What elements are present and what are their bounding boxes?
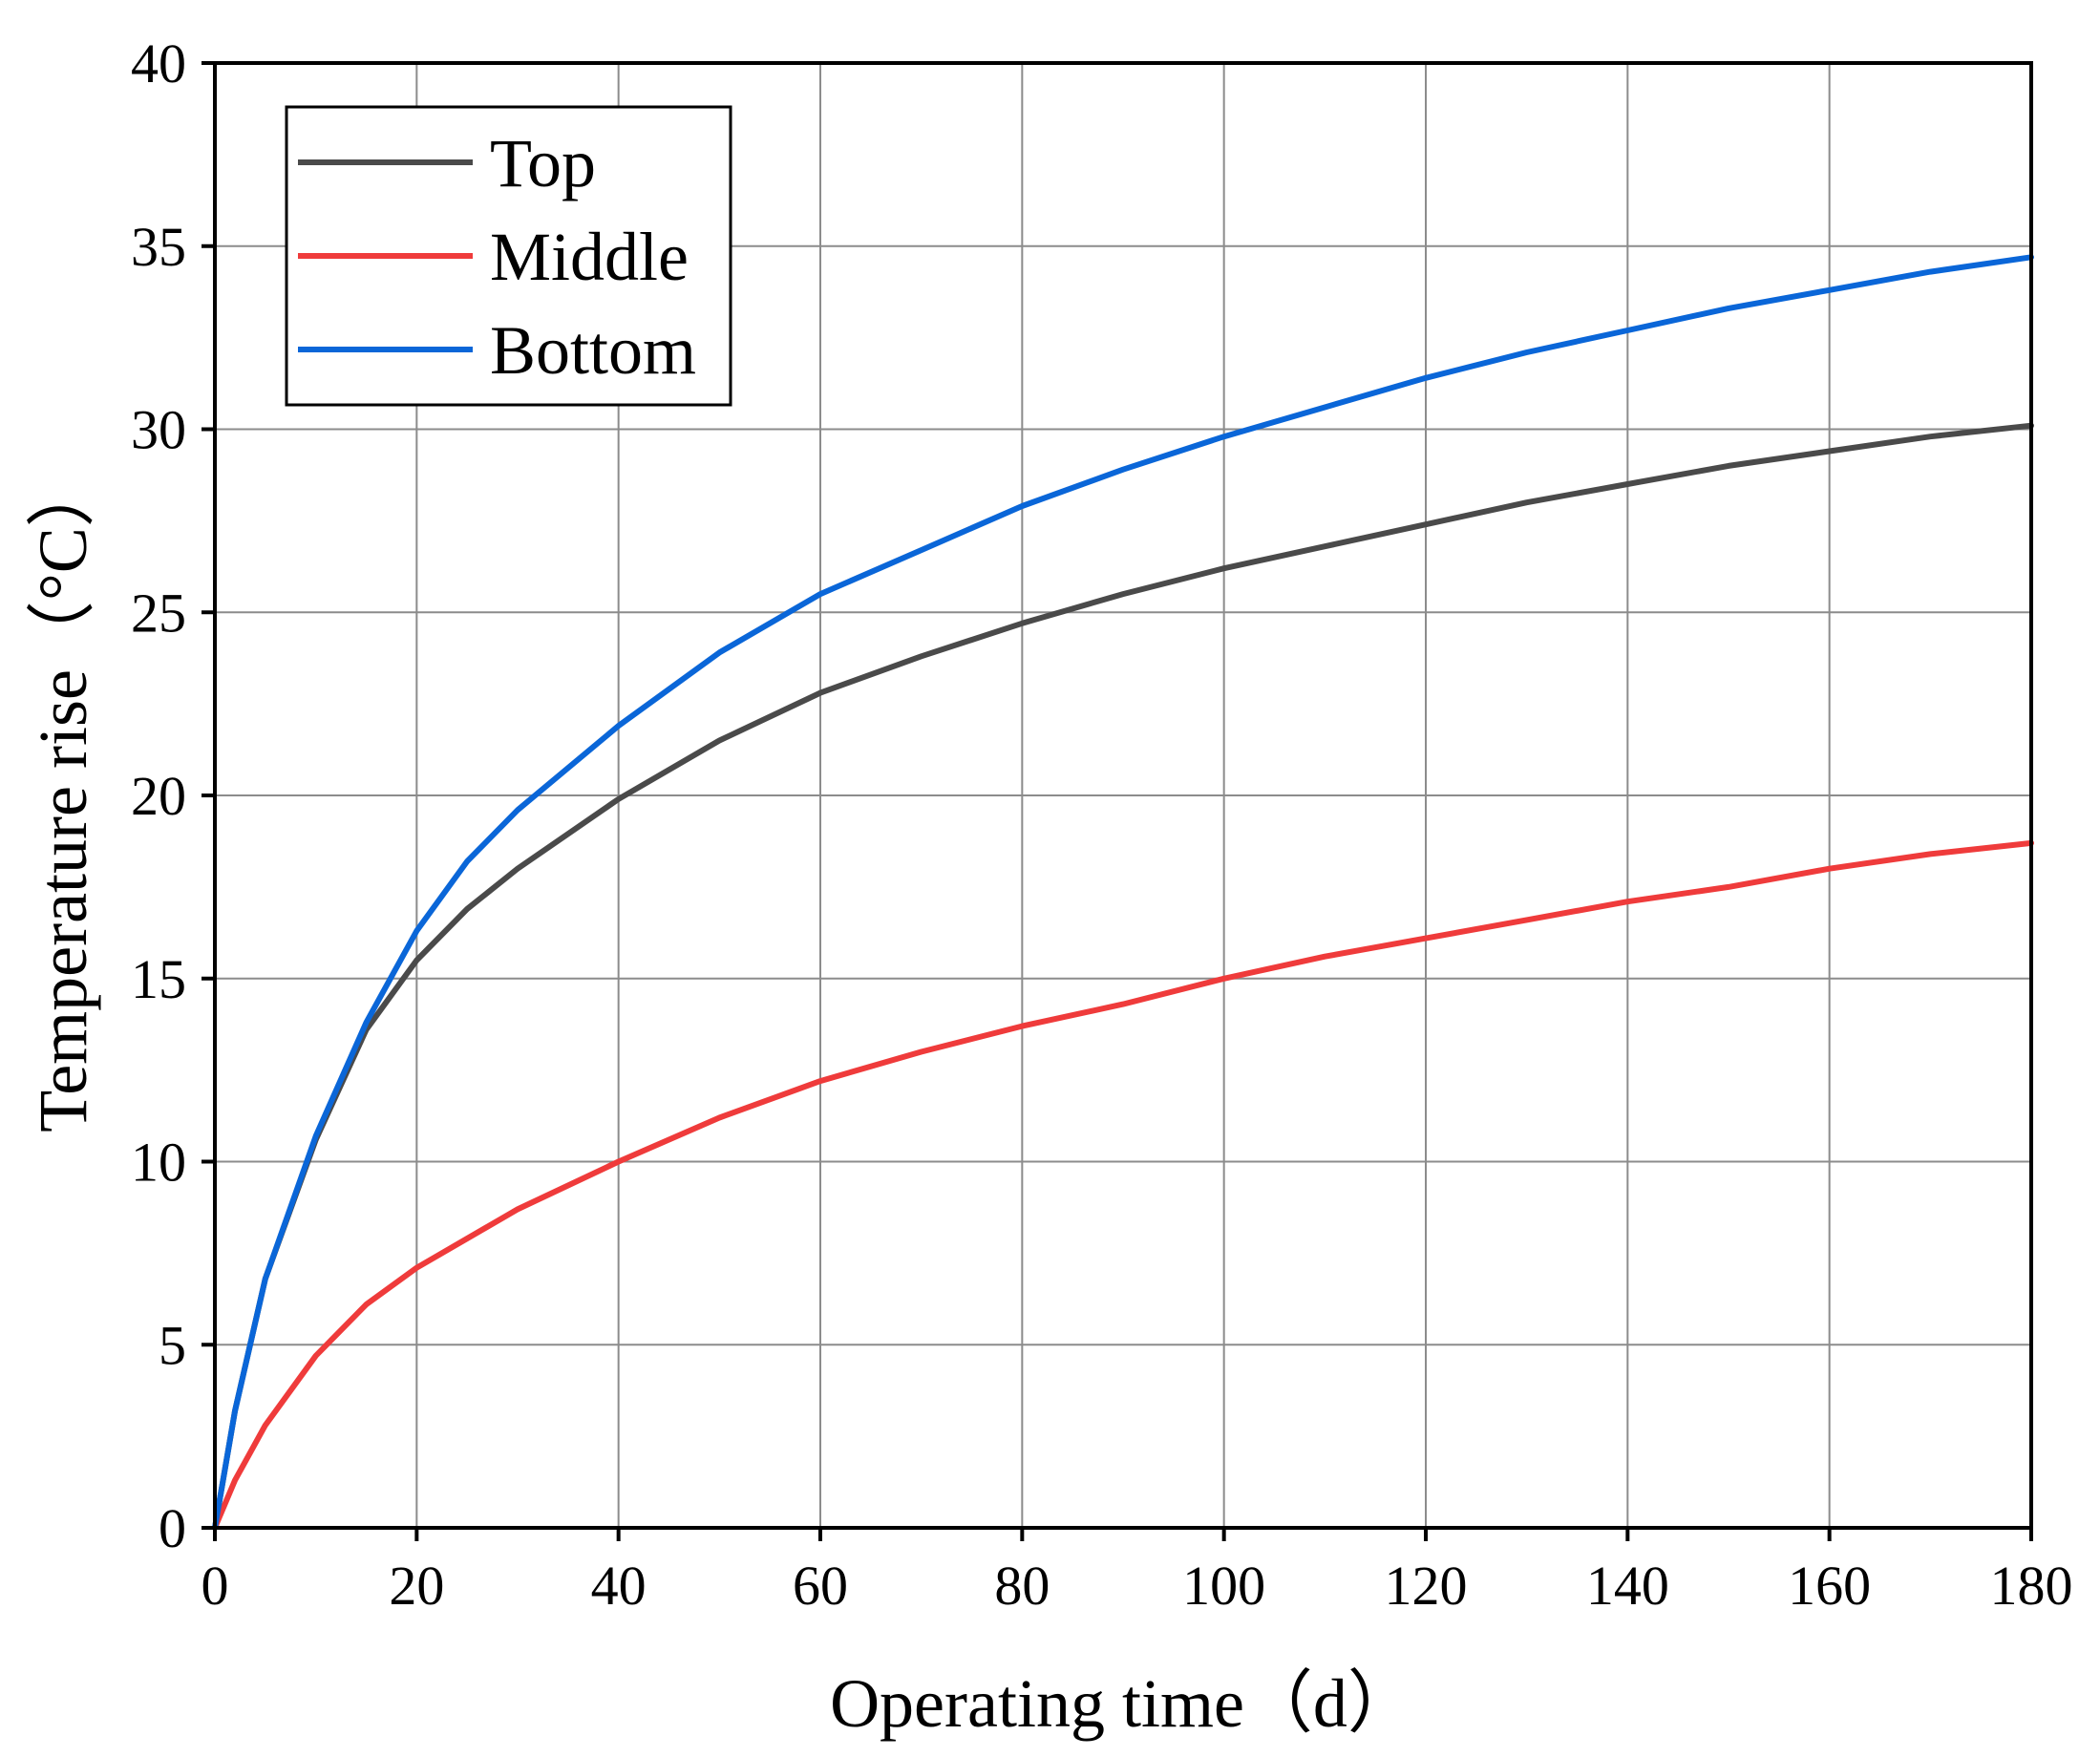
y-tick-label: 5: [159, 1314, 186, 1376]
y-axis-title: Temperature rise（°C）: [25, 458, 101, 1133]
gridlines: [215, 63, 2031, 1528]
legend-label-bottom: Bottom: [490, 312, 696, 389]
legend-label-middle: Middle: [490, 219, 689, 295]
x-tick-label: 40: [591, 1555, 647, 1617]
y-tick-label: 25: [131, 582, 186, 644]
axis-ticks: [202, 61, 2033, 1541]
tick-labels: 0 20 40 60 80 100 120 140 160 180 0 5 10 15 20 25 30 35 40: [131, 32, 2073, 1617]
x-tick-label: 60: [793, 1555, 848, 1617]
legend-label-top: Top: [490, 125, 596, 201]
x-tick-label: 20: [389, 1555, 444, 1617]
x-tick-label: 160: [1788, 1555, 1871, 1617]
y-tick-label: 0: [159, 1497, 186, 1559]
y-tick-label: 30: [131, 399, 186, 461]
x-tick-label: 0: [202, 1555, 229, 1617]
series-line-bottom: [212, 254, 2034, 1531]
legend: Top Middle Bottom: [285, 105, 732, 407]
x-tick-label: 180: [1990, 1555, 2073, 1617]
x-tick-label: 120: [1385, 1555, 1468, 1617]
x-tick-label: 140: [1586, 1555, 1669, 1617]
y-tick-label: 15: [131, 948, 186, 1010]
x-tick-label: 100: [1182, 1555, 1265, 1617]
y-tick-label: 40: [131, 32, 186, 95]
y-tick-label: 20: [131, 765, 186, 827]
x-tick-label: 80: [994, 1555, 1050, 1617]
y-tick-label: 10: [131, 1132, 186, 1194]
series-layer: [212, 254, 2034, 1531]
x-axis-title: Operating time（d）: [830, 1665, 1416, 1742]
series-line-middle: [212, 839, 2034, 1531]
y-tick-label: 35: [131, 216, 186, 278]
